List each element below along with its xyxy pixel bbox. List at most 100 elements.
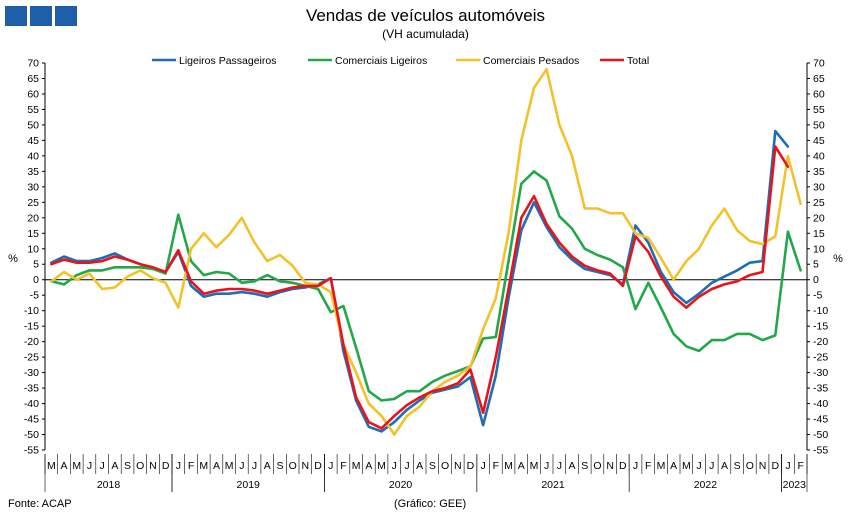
legend-label: Total: [627, 55, 649, 67]
brand-logo-block-1: [5, 6, 27, 26]
y-tick-label-left: -40: [24, 398, 39, 410]
y-tick-label-left: 25: [27, 197, 39, 209]
month-label: M: [352, 460, 361, 472]
y-tick-label-left: 20: [27, 212, 39, 224]
month-label: D: [162, 460, 170, 472]
month-label: M: [47, 460, 56, 472]
y-tick-label-left: 35: [27, 166, 39, 178]
y-tick-label-right: -45: [813, 414, 828, 426]
y-tick-label-right: 70: [813, 58, 825, 70]
month-label: N: [454, 460, 462, 472]
y-tick-label-right: 55: [813, 104, 825, 116]
brand-logo-block-3: [55, 6, 77, 26]
month-label: D: [314, 460, 322, 472]
month-label: A: [416, 460, 423, 472]
y-tick-label-left: -55: [24, 445, 39, 457]
chart-legend: Ligeiros Passageiros Comerciais Ligeiros C…: [152, 55, 649, 67]
source-note: Fonte: ACAP: [8, 498, 72, 510]
month-label: A: [365, 460, 372, 472]
month-label: M: [504, 460, 513, 472]
year-label: 2018: [97, 479, 121, 491]
y-tick-label-left: -30: [24, 367, 39, 379]
month-label: N: [302, 460, 310, 472]
month-label: M: [377, 460, 386, 472]
y-tick-label-left: 10: [27, 243, 39, 255]
month-label: M: [657, 460, 666, 472]
y-tick-label-right: -15: [813, 321, 828, 333]
year-label: 2021: [541, 479, 565, 491]
month-label: A: [264, 460, 271, 472]
month-label: A: [569, 460, 576, 472]
y-tick-label-right: 10: [813, 243, 825, 255]
month-label: S: [124, 460, 131, 472]
month-label: O: [441, 460, 449, 472]
y-tick-label-left: -45: [24, 414, 39, 426]
month-label: A: [213, 460, 220, 472]
series-line-comerciais-ligeiros: [50, 170, 802, 402]
y-tick-label-left: 15: [27, 228, 39, 240]
month-label: A: [61, 460, 68, 472]
y-tick-label-left: -25: [24, 352, 39, 364]
month-label: O: [289, 460, 297, 472]
month-label: F: [340, 460, 346, 472]
y-tick-label-left: 45: [27, 135, 39, 147]
month-label: F: [493, 460, 499, 472]
brand-logo-block-2: [30, 6, 52, 26]
legend-label: Comerciais Pesados: [483, 55, 579, 67]
y-tick-label-left: 65: [27, 73, 39, 85]
series-line-total: [50, 145, 790, 430]
month-label: J: [87, 460, 92, 472]
month-label: J: [785, 460, 790, 472]
chart-title: Vendas de veículos automóveis: [305, 6, 546, 25]
legend-label: Comerciais Ligeiros: [335, 55, 427, 67]
y-tick-label-right: 30: [813, 181, 825, 193]
y-tick-label-left: 0: [33, 274, 39, 286]
month-label: J: [392, 460, 397, 472]
y-tick-label-left: -50: [24, 429, 39, 441]
month-label: J: [176, 460, 181, 472]
month-label: M: [225, 460, 234, 472]
y-tick-label-right: 0: [813, 274, 819, 286]
graphic-credit: (Gráfico: GEE): [394, 498, 467, 510]
y-tick-label-left: -35: [24, 383, 39, 395]
y-tick-label-right: 50: [813, 119, 825, 131]
y-tick-label-left: -5: [30, 290, 39, 302]
year-label: 2023: [783, 479, 807, 491]
month-label: A: [111, 460, 118, 472]
y-tick-label-left: 50: [27, 119, 39, 131]
month-label: J: [239, 460, 244, 472]
y-tick-label-right: 25: [813, 197, 825, 209]
y-tick-label-right: -5: [813, 290, 822, 302]
month-label: A: [518, 460, 525, 472]
month-label: M: [682, 460, 691, 472]
month-label: J: [557, 460, 562, 472]
year-label: 2019: [237, 479, 261, 491]
month-label: F: [188, 460, 194, 472]
y-tick-label-left: 70: [27, 58, 39, 70]
y-tick-label-right: 60: [813, 88, 825, 100]
y-tick-label-left: 5: [33, 259, 39, 271]
y-tick-label-right: -40: [813, 398, 828, 410]
y-tick-label-right: 20: [813, 212, 825, 224]
month-label: A: [670, 460, 677, 472]
y-tick-label-right: 15: [813, 228, 825, 240]
y-tick-label-right: -50: [813, 429, 828, 441]
y-tick-label-left: 60: [27, 88, 39, 100]
y-axis-label-left: %: [8, 253, 18, 265]
y-tick-label-right: -55: [813, 445, 828, 457]
month-label: J: [404, 460, 409, 472]
year-label: 2022: [694, 479, 718, 491]
chart-series-lines: [50, 67, 802, 436]
y-tick-label-right: 45: [813, 135, 825, 147]
y-tick-label-right: 65: [813, 73, 825, 85]
chart-axes: -55 -55-50 -50-45 -45-40 -40-35 -35-30 -30-25-…: [8, 58, 843, 492]
month-label: S: [276, 460, 283, 472]
month-label: J: [544, 460, 549, 472]
y-tick-label-right: -35: [813, 383, 828, 395]
month-label: F: [797, 460, 803, 472]
chart-subtitle: (VH acumulada): [382, 27, 469, 41]
month-label: A: [721, 460, 728, 472]
month-label: D: [771, 460, 779, 472]
y-tick-label-left: -10: [24, 305, 39, 317]
